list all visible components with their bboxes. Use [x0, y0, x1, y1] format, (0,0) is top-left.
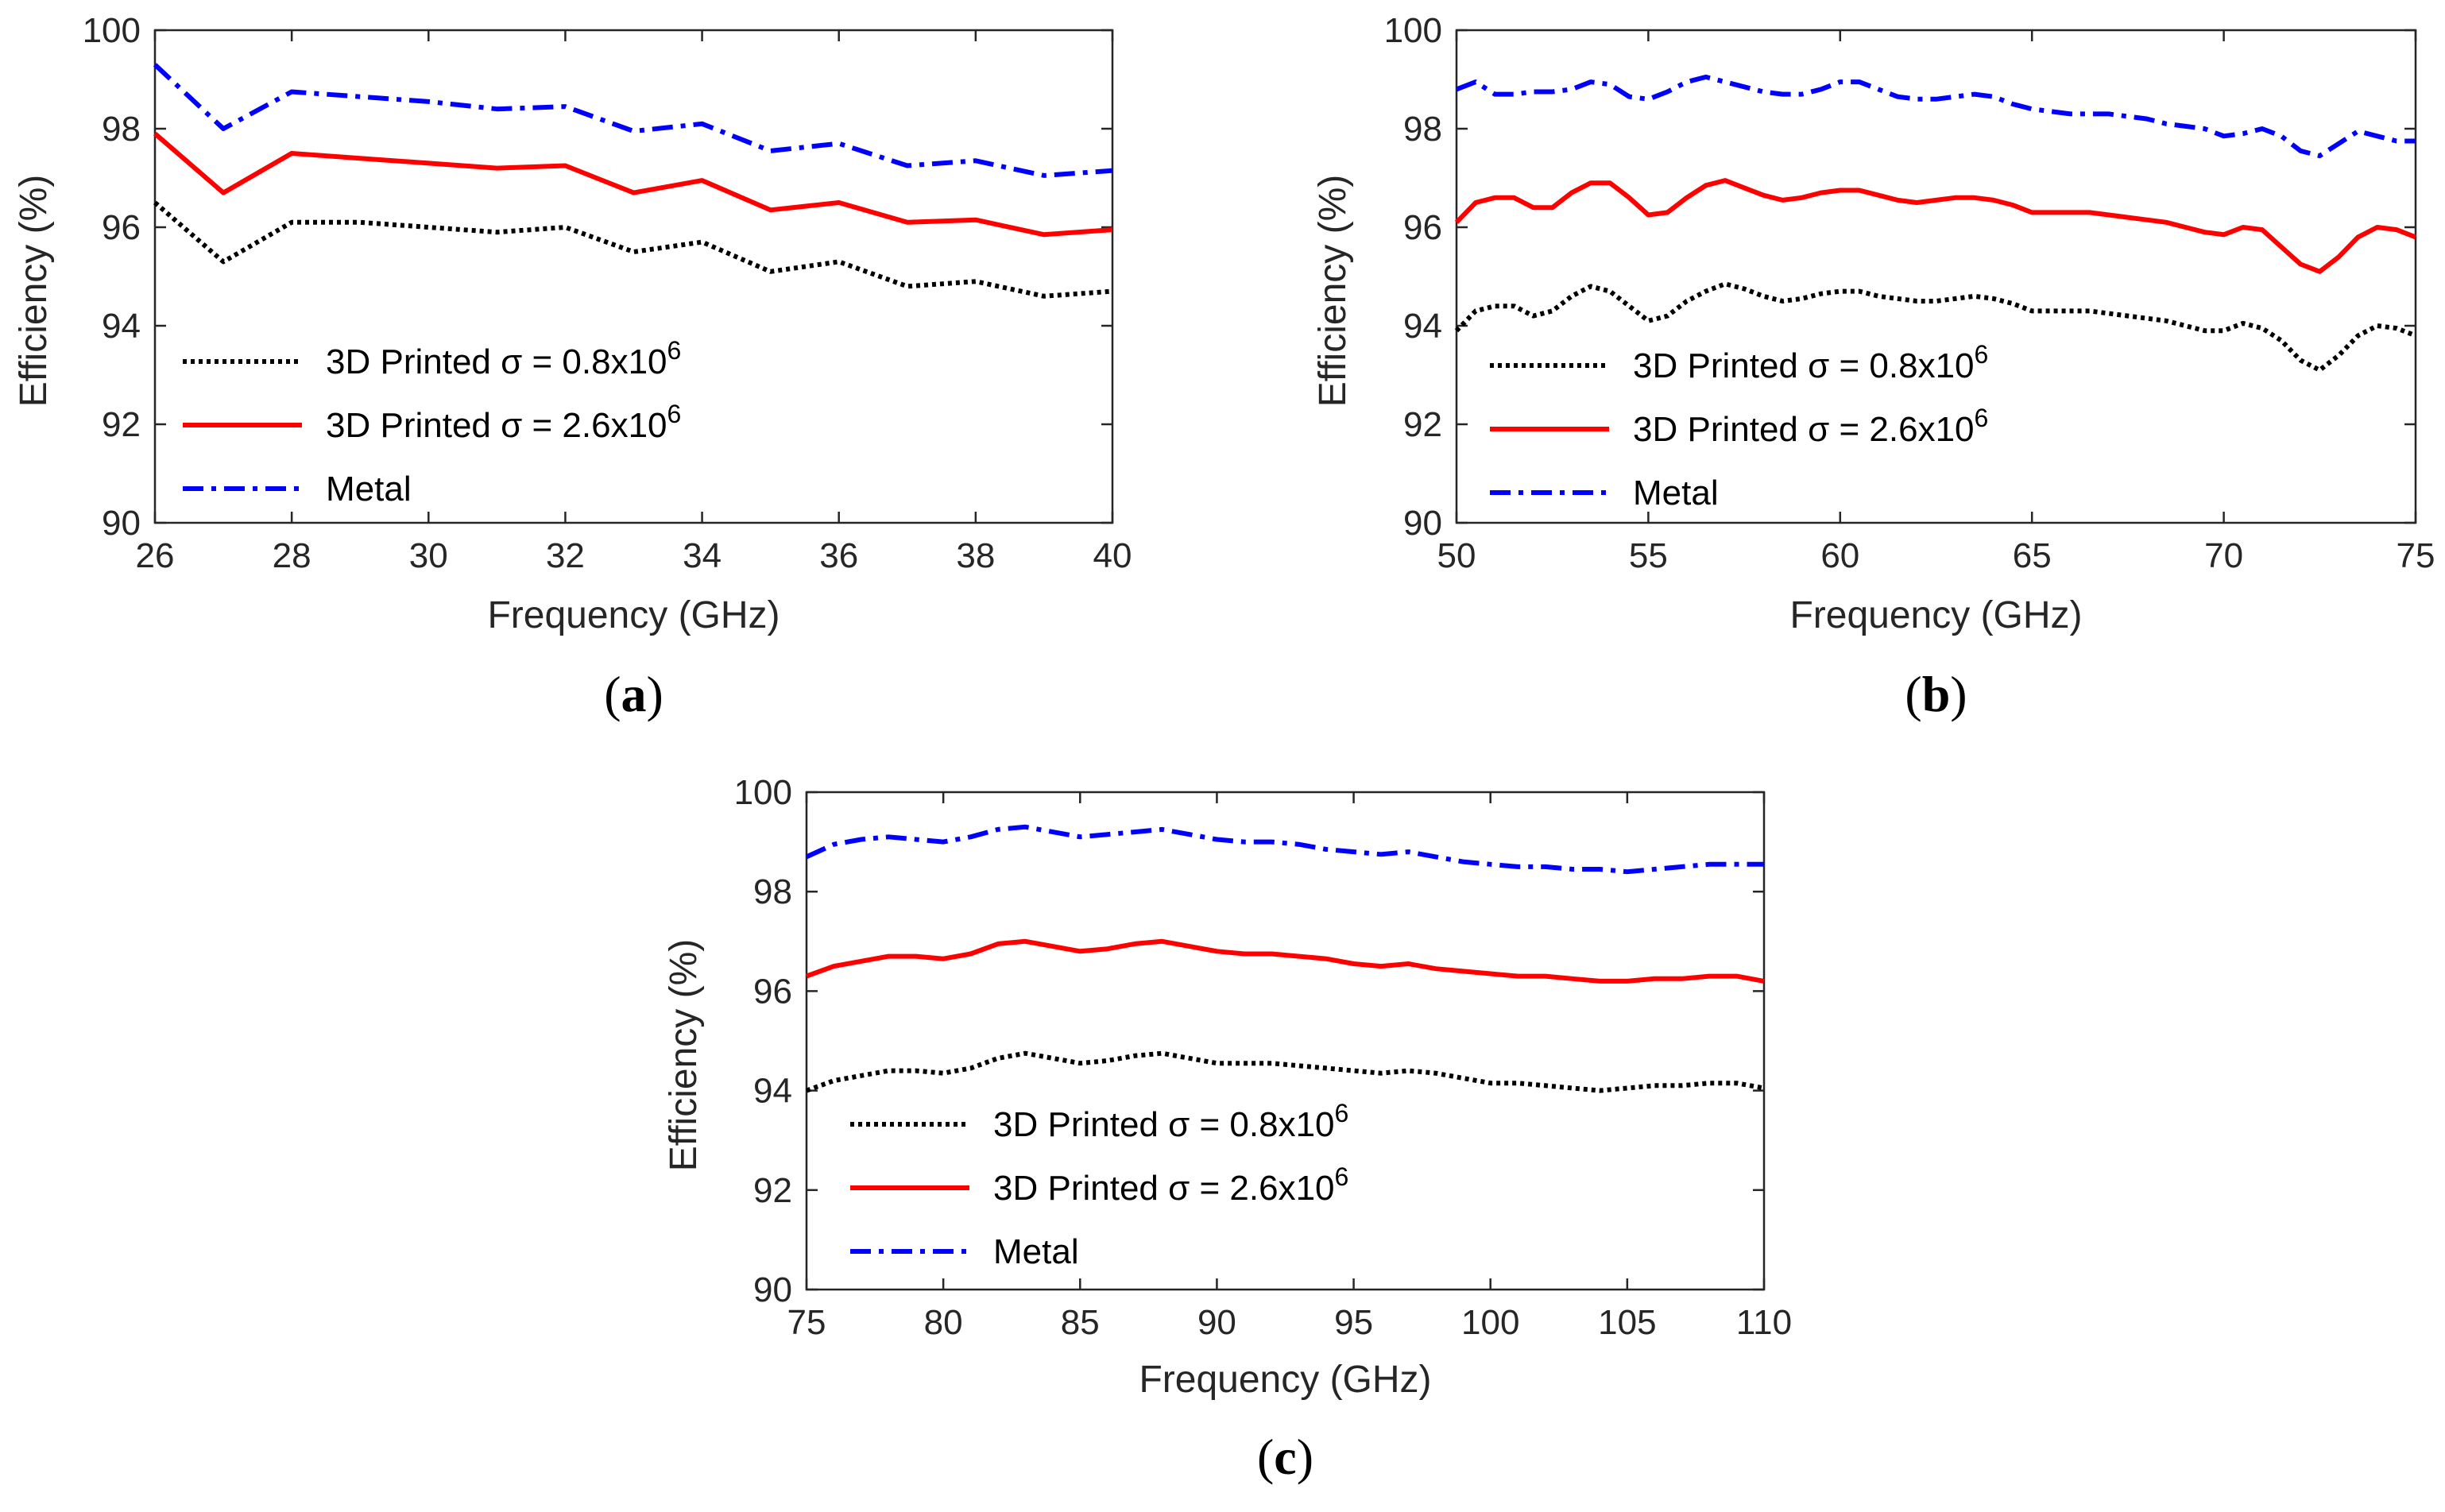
legend-label-2: 3D Printed σ = 2.6x106: [326, 400, 681, 445]
series-line-3: [1455, 74, 2416, 159]
legend-label-1: 3D Printed σ = 0.8x106: [993, 1099, 1348, 1144]
x-tick-label: 85: [1061, 1303, 1100, 1342]
panel-label-open: (: [604, 666, 621, 722]
legend-label-text: Metal: [326, 470, 412, 509]
panel-c: 75 80 85 90 95 100 105 110 90 92 94 96 98 100 Frequenc…: [663, 773, 1792, 1485]
legend-label-text: 3D Printed σ = 2.6x10: [1633, 410, 1975, 449]
y-tick-label: 92: [1403, 405, 1442, 444]
y-tick-label: 94: [1403, 307, 1442, 346]
x-tick-label: 70: [2204, 536, 2243, 575]
x-tick-label: 50: [1437, 536, 1476, 575]
panel-b: 50 55 60 65 70 75 90 92 94 96 98 100 Frequency (GHz)…: [1312, 11, 2435, 722]
panel-label-letter: a: [621, 666, 647, 722]
legend-label-text: 3D Printed σ = 2.6x10: [993, 1169, 1335, 1208]
plot-frame: [153, 29, 1114, 524]
x-axis-title: Frequency (GHz): [1139, 1359, 1431, 1401]
legend-label-text: 3D Printed σ = 0.8x10: [993, 1105, 1335, 1144]
legend-label-text: 3D Printed σ = 0.8x10: [326, 342, 667, 381]
y-tick-label: 94: [753, 1072, 792, 1111]
y-axis-title: Efficiency (%): [663, 939, 705, 1172]
legend-label-1: 3D Printed σ = 0.8x106: [1633, 340, 1988, 385]
panel-label: (a): [604, 666, 663, 722]
y-axis-title: Efficiency (%): [1312, 175, 1354, 408]
panel-label-close: ): [1950, 666, 1967, 722]
legend-label-3: Metal: [1633, 474, 1719, 512]
y-tick-label: 96: [753, 972, 792, 1011]
y-tick-label: 98: [1403, 110, 1442, 149]
y-tick-label: 96: [1403, 208, 1442, 247]
series-line-3: [805, 824, 1764, 875]
plot-frame: [1455, 29, 2417, 524]
y-tick-label: 100: [1384, 11, 1442, 50]
panel-label-close: ): [647, 666, 663, 722]
series-line-2: [805, 938, 1765, 984]
x-tick-label: 32: [546, 536, 585, 575]
panel-label: (b): [1905, 666, 1967, 722]
x-tick-label: 75: [787, 1303, 826, 1342]
series-line-3: [153, 63, 1113, 178]
x-tick-label: 34: [683, 536, 722, 575]
legend-label-text: Metal: [993, 1232, 1079, 1271]
x-axis-title: Frequency (GHz): [1789, 594, 2082, 636]
x-tick-label: 80: [924, 1303, 963, 1342]
x-tick-label: 100: [1461, 1303, 1519, 1342]
x-tick-label: 40: [1093, 536, 1132, 575]
x-tick-label: 65: [2013, 536, 2052, 575]
y-tick-label: 100: [83, 11, 141, 50]
y-tick-label: 98: [753, 872, 792, 911]
panel-label-close: ): [1297, 1429, 1313, 1485]
series-line-2: [153, 131, 1113, 238]
legend-label-superscript: 6: [667, 400, 682, 428]
y-tick-label: 90: [102, 504, 141, 543]
legend-label-3: Metal: [993, 1232, 1079, 1271]
panel-label-open: (: [1257, 1429, 1274, 1485]
series-line-1: [153, 200, 1113, 299]
x-tick-label: 28: [273, 536, 311, 575]
x-tick-label: 110: [1736, 1303, 1792, 1342]
y-tick-label: 90: [1403, 504, 1442, 543]
legend-label-superscript: 6: [1975, 404, 1989, 432]
panel-a: 26 28 30 32 34 36 38 40 90 92 94 96 98 100 Frequency (…: [13, 11, 1132, 722]
legend-label-2: 3D Printed σ = 2.6x106: [1633, 404, 1988, 449]
legend-label-3: Metal: [326, 470, 412, 509]
y-tick-label: 96: [102, 208, 141, 247]
legend-label-superscript: 6: [1335, 1162, 1349, 1191]
x-axis-title: Frequency (GHz): [487, 594, 780, 636]
x-tick-label: 26: [136, 536, 175, 575]
legend-label-text: 3D Printed σ = 0.8x10: [1633, 346, 1975, 385]
y-axis-title: Efficiency (%): [13, 175, 55, 408]
x-tick-label: 55: [1629, 536, 1668, 575]
legend-label-superscript: 6: [1975, 340, 1989, 369]
x-tick-label: 105: [1598, 1303, 1656, 1342]
y-tick-label: 92: [102, 405, 141, 444]
series-line-1: [805, 1050, 1765, 1093]
x-tick-label: 75: [2397, 536, 2435, 575]
legend-label-1: 3D Printed σ = 0.8x106: [326, 336, 681, 381]
x-tick-label: 95: [1334, 1303, 1373, 1342]
x-tick-label: 30: [409, 536, 448, 575]
y-tick-label: 100: [734, 773, 792, 812]
legend-label-text: Metal: [1633, 474, 1719, 512]
x-tick-label: 36: [819, 536, 858, 575]
panel-label-letter: c: [1274, 1429, 1296, 1485]
panel-label: (c): [1257, 1429, 1313, 1485]
x-tick-label: 60: [1820, 536, 1859, 575]
y-tick-label: 94: [102, 307, 141, 346]
y-tick-label: 92: [753, 1171, 792, 1210]
legend-label-2: 3D Printed σ = 2.6x106: [993, 1162, 1348, 1208]
y-tick-label: 98: [102, 110, 141, 149]
x-tick-label: 38: [956, 536, 995, 575]
panel-label-letter: b: [1922, 666, 1951, 722]
series-line-2: [1454, 178, 2417, 274]
legend-label-superscript: 6: [1335, 1099, 1349, 1127]
y-tick-label: 90: [753, 1270, 792, 1309]
x-tick-label: 90: [1197, 1303, 1236, 1342]
plot-frame: [805, 791, 1766, 1291]
legend-label-superscript: 6: [667, 336, 682, 365]
panel-label-open: (: [1905, 666, 1921, 722]
legend-label-text: 3D Printed σ = 2.6x10: [326, 406, 667, 445]
